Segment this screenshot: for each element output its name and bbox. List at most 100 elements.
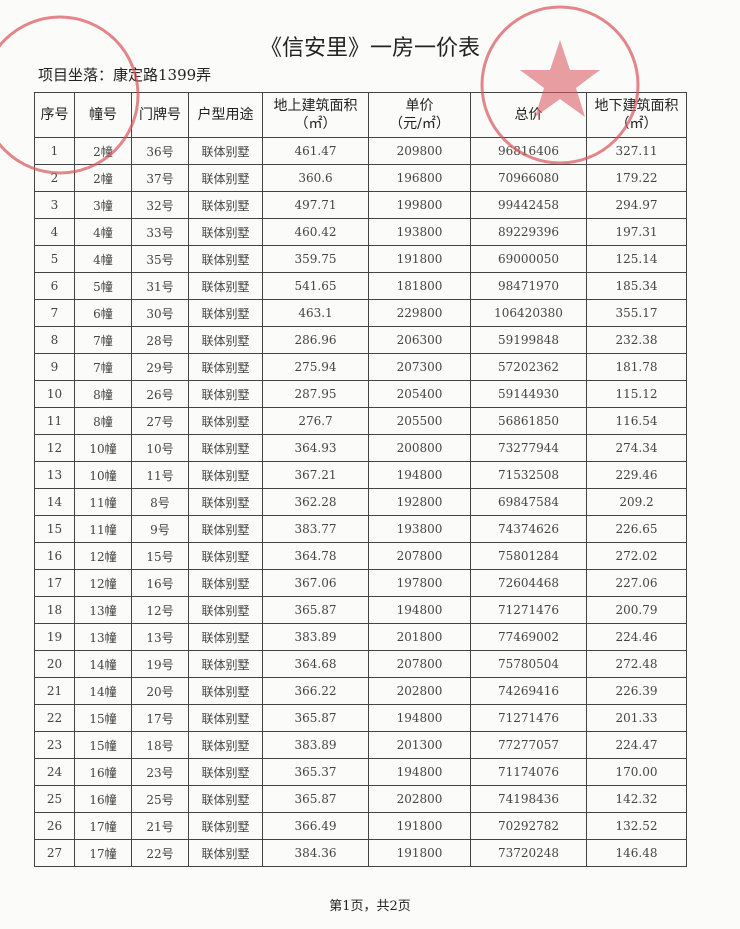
table-cell: 联体别墅	[188, 569, 263, 597]
table-cell: 25	[34, 785, 75, 813]
table-cell: 275.94	[262, 353, 369, 381]
table-cell: 28号	[131, 326, 189, 354]
table-cell: 29号	[131, 353, 189, 381]
table-cell: 74198436	[470, 785, 587, 813]
table-cell: 193800	[368, 218, 471, 246]
table-cell: 229800	[368, 299, 471, 327]
table-cell: 32号	[131, 191, 189, 219]
table-cell: 16	[34, 542, 75, 570]
table-cell: 202800	[368, 785, 471, 813]
table-cell: 209.2	[586, 488, 687, 516]
table-cell: 联体别墅	[188, 677, 263, 705]
table-cell: 226.65	[586, 515, 687, 543]
table-cell: 200800	[368, 434, 471, 462]
table-cell: 13幢	[74, 623, 132, 651]
table-row: 21 14幢 20号 联体别墅 366.22 202800 74269416 226.39	[34, 677, 687, 705]
table-cell: 57202362	[470, 353, 587, 381]
table-cell: 71271476	[470, 704, 587, 732]
table-cell: 联体别墅	[188, 731, 263, 759]
table-cell: 20号	[131, 677, 189, 705]
table-cell: 联体别墅	[188, 461, 263, 489]
table-cell: 327.11	[586, 137, 687, 165]
table-cell: 227.06	[586, 569, 687, 597]
table-cell: 10幢	[74, 434, 132, 462]
table-cell: 71532508	[470, 461, 587, 489]
table-cell: 7幢	[74, 353, 132, 381]
table-row: 8 7幢 28号 联体别墅 286.96 206300 59199848 232.38	[34, 326, 687, 354]
table-cell: 383.89	[262, 731, 369, 759]
table-cell: 7幢	[74, 326, 132, 354]
table-cell: 22号	[131, 839, 189, 867]
table-cell: 463.1	[262, 299, 369, 327]
table-cell: 17	[34, 569, 75, 597]
table-cell: 10	[34, 380, 75, 408]
table-row: 10 8幢 26号 联体别墅 287.95 205400 59144930 115.12	[34, 380, 687, 408]
table-cell: 7	[34, 299, 75, 327]
table-cell: 5幢	[74, 272, 132, 300]
table-cell: 364.68	[262, 650, 369, 678]
table-row: 26 17幢 21号 联体别墅 366.49 191800 70292782 132.52	[34, 812, 687, 840]
table-cell: 6幢	[74, 299, 132, 327]
table-cell: 14幢	[74, 650, 132, 678]
table-cell: 69000050	[470, 245, 587, 273]
table-cell: 194800	[368, 758, 471, 786]
table-cell: 17幢	[74, 812, 132, 840]
table-row: 9 7幢 29号 联体别墅 275.94 207300 57202362 181.78	[34, 353, 687, 381]
table-cell: 383.77	[262, 515, 369, 543]
table-cell: 193800	[368, 515, 471, 543]
table-cell: 27	[34, 839, 75, 867]
table-cell: 366.22	[262, 677, 369, 705]
table-row: 7 6幢 30号 联体别墅 463.1 229800 106420380 355.17	[34, 299, 687, 327]
table-cell: 200.79	[586, 596, 687, 624]
table-cell: 13	[34, 461, 75, 489]
table-cell: 联体别墅	[188, 299, 263, 327]
table-cell: 4幢	[74, 245, 132, 273]
table-cell: 276.7	[262, 407, 369, 435]
table-cell: 18	[34, 596, 75, 624]
column-header: 户型用途	[188, 92, 263, 138]
table-cell: 33号	[131, 218, 189, 246]
table-cell: 12幢	[74, 569, 132, 597]
table-cell: 3幢	[74, 191, 132, 219]
table-cell: 11	[34, 407, 75, 435]
table-cell: 272.48	[586, 650, 687, 678]
table-row: 12 10幢 10号 联体别墅 364.93 200800 73277944 274.34	[34, 434, 687, 462]
column-header: 幢号	[74, 92, 132, 138]
table-cell: 23号	[131, 758, 189, 786]
table-cell: 70966080	[470, 164, 587, 192]
table-cell: 170.00	[586, 758, 687, 786]
table-cell: 360.6	[262, 164, 369, 192]
table-cell: 联体别墅	[188, 218, 263, 246]
table-cell: 362.28	[262, 488, 369, 516]
table-cell: 224.47	[586, 731, 687, 759]
table-cell: 194800	[368, 461, 471, 489]
table-row: 27 17幢 22号 联体别墅 384.36 191800 73720248 146.48	[34, 839, 687, 867]
table-cell: 77469002	[470, 623, 587, 651]
table-cell: 6	[34, 272, 75, 300]
table-row: 2 2幢 37号 联体别墅 360.6 196800 70966080 179.22	[34, 164, 687, 192]
table-cell: 56861850	[470, 407, 587, 435]
table-cell: 205500	[368, 407, 471, 435]
table-cell: 366.49	[262, 812, 369, 840]
table-cell: 191800	[368, 812, 471, 840]
table-cell: 联体别墅	[188, 137, 263, 165]
table-cell: 72604468	[470, 569, 587, 597]
table-cell: 460.42	[262, 218, 369, 246]
table-cell: 232.38	[586, 326, 687, 354]
project-address: 项目坐落：康定路1399弄	[38, 66, 212, 84]
table-cell: 联体别墅	[188, 164, 263, 192]
table-cell: 191800	[368, 839, 471, 867]
table-cell: 194800	[368, 704, 471, 732]
table-cell: 10号	[131, 434, 189, 462]
table-cell: 59199848	[470, 326, 587, 354]
table-cell: 115.12	[586, 380, 687, 408]
table-cell: 联体别墅	[188, 326, 263, 354]
table-cell: 联体别墅	[188, 542, 263, 570]
table-cell: 1	[34, 137, 75, 165]
table-cell: 9号	[131, 515, 189, 543]
table-cell: 18号	[131, 731, 189, 759]
table-cell: 77277057	[470, 731, 587, 759]
table-cell: 461.47	[262, 137, 369, 165]
table-cell: 11幢	[74, 515, 132, 543]
table-cell: 192800	[368, 488, 471, 516]
